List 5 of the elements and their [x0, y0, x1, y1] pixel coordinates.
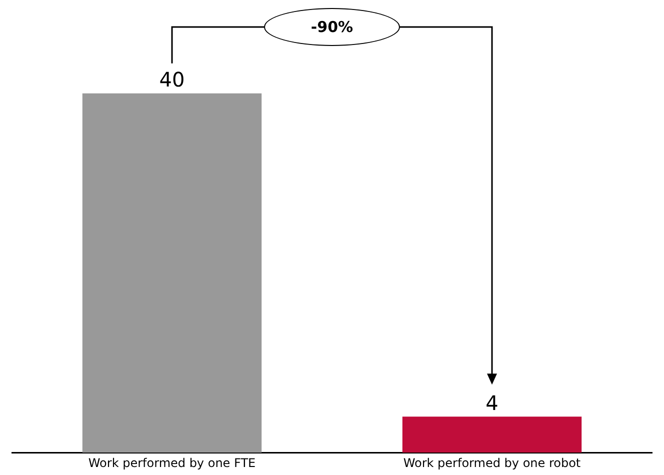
x-tick-label: Work performed by one robot	[403, 456, 581, 470]
data-label: 4	[486, 390, 498, 415]
data-label: 40	[159, 68, 185, 92]
text: -90%	[264, 8, 400, 46]
x-tick-label: Work performed by one FTE	[88, 456, 256, 470]
